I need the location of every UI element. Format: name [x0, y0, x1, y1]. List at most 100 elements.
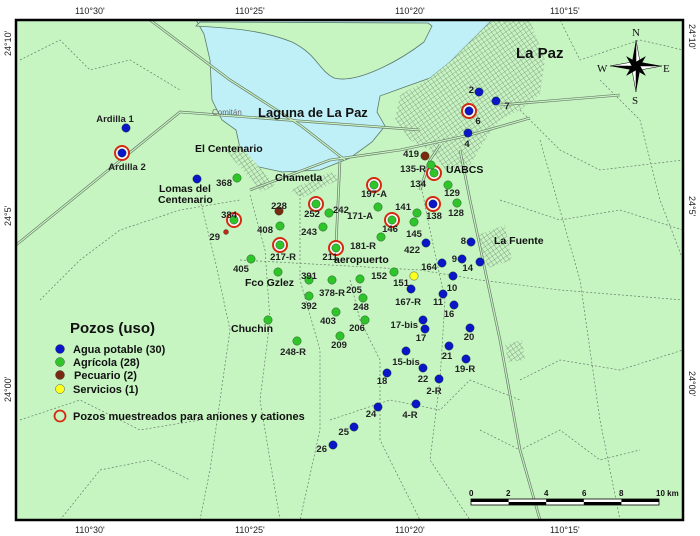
- well-408: 408: [257, 221, 285, 236]
- well-label: 206: [349, 323, 365, 334]
- scale-label-10km: 10 km: [656, 489, 679, 498]
- well-242: 242: [324, 205, 349, 218]
- well-20: 20: [464, 323, 475, 343]
- tick-top-3: 110°15': [550, 6, 580, 16]
- well-135-r: 135-R: [400, 160, 436, 175]
- scale-label-6: 6: [582, 489, 587, 498]
- well-marker-agua-potable: [428, 199, 438, 209]
- well-label: 146: [382, 224, 398, 235]
- well-15-bis: 15-bis: [392, 346, 420, 368]
- well-marker-agua-potable: [463, 128, 473, 138]
- well-label: 197-A: [361, 189, 387, 200]
- well-label: 217-R: [270, 252, 296, 263]
- well-16: 16: [444, 300, 459, 320]
- well-128: 128: [448, 198, 464, 219]
- well-label: 228: [271, 201, 287, 212]
- well-fcogzlez: [273, 267, 283, 277]
- tick-top-1: 110°25': [235, 6, 265, 16]
- well-label: 368: [216, 178, 232, 189]
- well-marker-agua-potable: [411, 399, 421, 409]
- well-marker-agua-potable: [457, 254, 467, 264]
- well-marker-agricola: [443, 180, 453, 190]
- well-151: 151: [393, 271, 419, 289]
- well-marker-agua-potable: [465, 323, 475, 333]
- axis-top: 110°30' 110°25' 110°20' 110°15': [75, 6, 580, 16]
- tick-left-0: 24°10': [3, 30, 13, 56]
- place-lomas-del-centenario-2: Centenario: [158, 194, 213, 206]
- legend-title: Pozos (uso): [70, 320, 155, 337]
- well-label: 14: [462, 263, 473, 274]
- well-marker-agua-potable: [449, 300, 459, 310]
- well-label: 391: [301, 271, 318, 282]
- well-label: 164: [421, 262, 438, 273]
- el-mogote-peninsula: [195, 21, 433, 80]
- well-10: 10: [447, 271, 458, 294]
- well-marker-agricola: [229, 215, 239, 225]
- well-label: 145: [406, 229, 423, 240]
- well-label: 243: [301, 227, 317, 238]
- well-4: 4: [463, 128, 473, 150]
- axis-bottom: 110°30' 110°25' 110°20' 110°15': [75, 525, 580, 535]
- well-marker-agricola: [335, 331, 345, 341]
- tick-bottom-3: 110°15': [550, 525, 580, 535]
- well-chuchin: [263, 315, 273, 325]
- well-368: 368: [216, 173, 242, 189]
- legend: Pozos (uso) Agua potable (30) Agrícola (…: [53, 320, 305, 423]
- legend-item-pecuario: Pecuario (2): [74, 370, 137, 382]
- well-marker-agricola: [275, 240, 285, 250]
- well-6: 6: [461, 103, 481, 127]
- well-label: 138: [426, 211, 442, 222]
- tick-left-2: 24°00': [3, 376, 13, 402]
- well-138: 138: [425, 196, 442, 222]
- well-label: 20: [464, 332, 475, 343]
- scale-label-8: 8: [619, 489, 624, 498]
- place-el-centenario: El Centenario: [195, 143, 263, 155]
- tick-right-0: 24°10': [687, 24, 697, 50]
- well-label: 167-R: [395, 297, 421, 308]
- tick-right-1: 24°5': [687, 196, 697, 217]
- legend-swatch-agua-potable: [55, 344, 65, 354]
- legend-item-servicios: Servicios (1): [73, 384, 139, 396]
- well-label: 129: [444, 188, 460, 199]
- place-lomas-del-centenario-1: Lomas del: [159, 183, 211, 195]
- well-marker-agua-potable: [418, 363, 428, 373]
- well-label: 2: [469, 85, 474, 96]
- well-marker-agua-potable: [418, 315, 428, 325]
- well-ardilla-2: Ardilla 2: [108, 145, 146, 173]
- well-19-r: 19-R: [455, 354, 475, 375]
- well-marker-agua-potable: [438, 289, 448, 299]
- well-26: 26: [316, 440, 338, 455]
- well-marker-agua-potable: [434, 374, 444, 384]
- well-164: 164: [421, 258, 447, 273]
- well-181-r: 181-R: [350, 232, 386, 252]
- well-marker-agricola: [360, 315, 370, 325]
- well-marker-agua-potable: [117, 148, 127, 158]
- well-marker-agricola: [292, 336, 302, 346]
- well-marker-agua-potable: [461, 354, 471, 364]
- well-146: 146: [382, 212, 400, 235]
- well-marker-agricola: [369, 180, 379, 190]
- place-chametla: Chametla: [275, 172, 322, 184]
- well-label: 21: [442, 351, 453, 362]
- well-label: 384: [221, 210, 238, 221]
- well-label: 25: [338, 427, 349, 438]
- chametla-grid: [290, 172, 342, 198]
- well-4-r: 4-R: [402, 399, 421, 421]
- well-marker-agua-potable: [328, 440, 338, 450]
- well-label: 152: [371, 271, 387, 282]
- well-marker-pecuario: [223, 229, 229, 235]
- well-marker-agua-potable: [421, 238, 431, 248]
- well-marker-agua-potable: [382, 368, 392, 378]
- well-marker-agua-potable: [448, 271, 458, 281]
- well-14: 14: [462, 257, 485, 274]
- el-centenario-grid: [225, 145, 275, 192]
- tick-bottom-2: 110°20': [395, 525, 425, 535]
- well-21: 21: [442, 341, 454, 362]
- well-marker-agua-potable: [444, 341, 454, 351]
- tick-right-2: 24°00': [687, 371, 697, 397]
- well-label: 209: [331, 340, 347, 351]
- well-label: 171-A: [347, 211, 373, 222]
- well-label: 134: [410, 179, 427, 190]
- well-label: 242: [333, 205, 349, 216]
- axis-right: 24°10' 24°5' 24°00': [687, 24, 697, 397]
